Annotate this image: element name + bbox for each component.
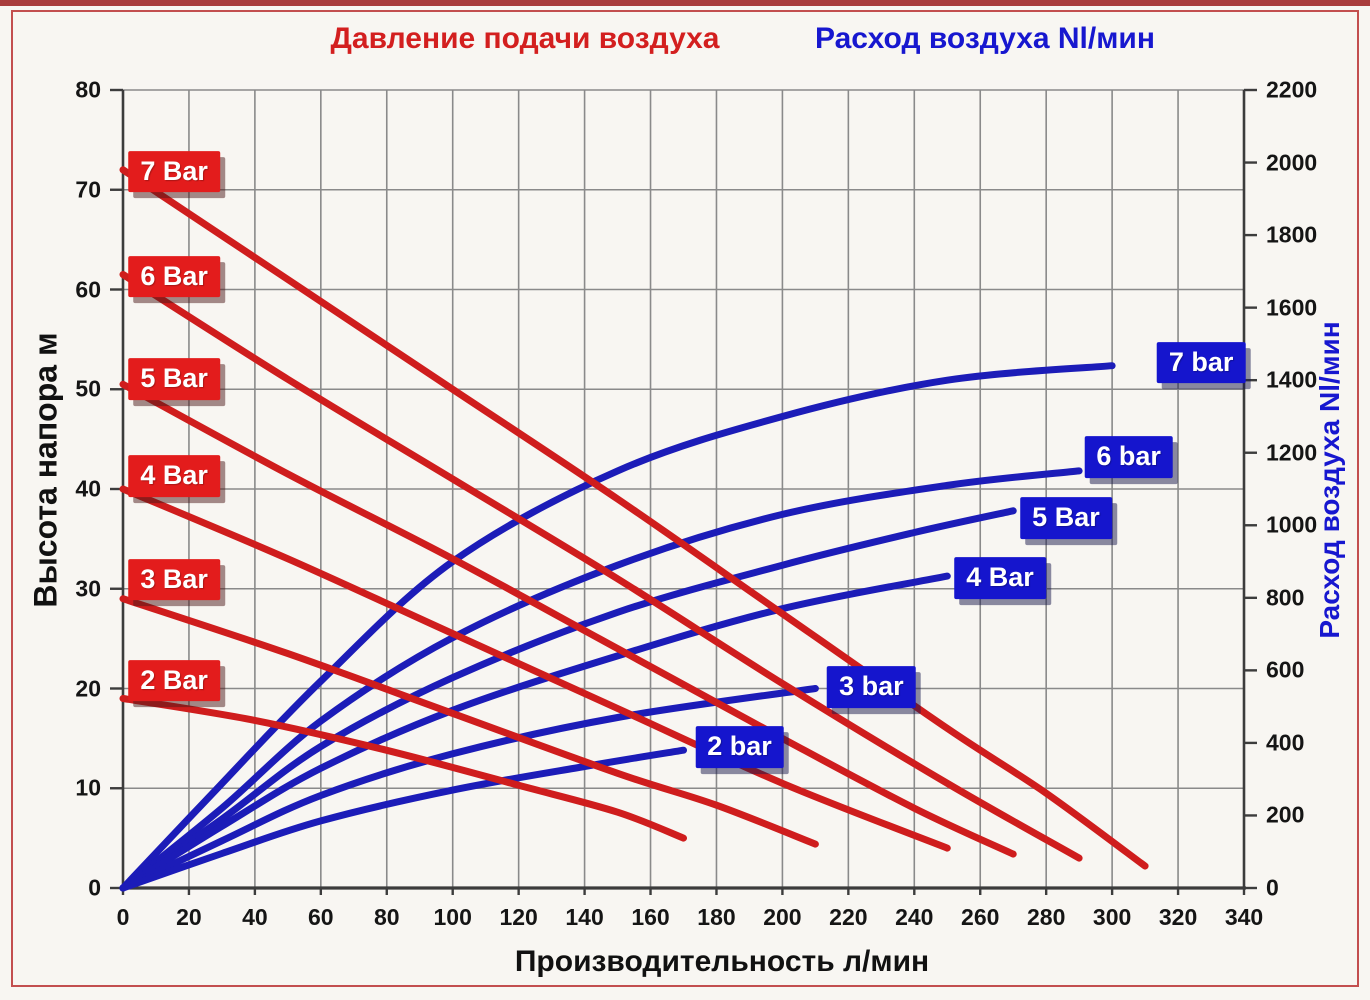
y-right-tick-label: 1400 xyxy=(1266,366,1318,393)
y-left-tick-label: 60 xyxy=(75,276,101,302)
x-tick-label: 0 xyxy=(116,904,130,930)
x-tick-label: 200 xyxy=(763,904,802,930)
x-tick-label: 260 xyxy=(961,904,1000,930)
y-right-tick-label: 0 xyxy=(1266,874,1279,901)
y-right-tick-label: 400 xyxy=(1266,729,1305,756)
y-right-tick-label: 200 xyxy=(1266,801,1305,828)
x-tick-label: 180 xyxy=(697,904,736,930)
pressure-curve-6bar xyxy=(119,271,1083,862)
y-left-tick-label: 40 xyxy=(75,475,101,502)
curve-label-pressure-6bar: 6 Bar xyxy=(128,255,220,298)
airflow-curve-7bar xyxy=(119,362,1116,892)
pressure-curve-7bar xyxy=(119,166,1149,870)
curve-label-pressure-5bar: 5 Bar xyxy=(128,358,220,401)
curve-label-airflow-2bar: 2 bar xyxy=(695,726,784,768)
curve-label-airflow-7bar: 7 bar xyxy=(1156,341,1246,384)
pressure-curve-4bar xyxy=(119,485,951,852)
pressure-curve-2bar xyxy=(119,695,687,842)
x-tick-label: 160 xyxy=(631,904,670,930)
airflow-title: Расход воздуха Nl/мин xyxy=(815,22,1155,55)
chart-frame xyxy=(11,10,1359,987)
x-tick-label: 40 xyxy=(242,904,268,930)
x-tick-label: 100 xyxy=(433,904,472,930)
curve-label-pressure-4bar: 4 Bar xyxy=(128,455,220,497)
y-right-tick-label: 1800 xyxy=(1266,221,1318,248)
y-right-tick-label: 2000 xyxy=(1266,149,1318,176)
x-tick-label: 320 xyxy=(1158,904,1198,930)
y-right-tick-label: 2200 xyxy=(1266,76,1318,103)
x-tick-label: 220 xyxy=(829,904,868,930)
curve-label-pressure-7bar: 7 Bar xyxy=(128,150,220,193)
y-left-tick-label: 30 xyxy=(75,575,101,602)
pressure-curve-5bar xyxy=(119,380,1017,858)
x-tick-label: 340 xyxy=(1224,904,1264,930)
curve-label-airflow-3bar: 3 bar xyxy=(827,666,916,708)
x-tick-label: 120 xyxy=(499,904,538,930)
curve-label-airflow-5bar: 5 Bar xyxy=(1020,497,1112,539)
top-rule xyxy=(0,0,1370,6)
x-tick-label: 60 xyxy=(308,904,334,930)
y-left-tick-label: 70 xyxy=(75,176,101,203)
curve-label-airflow-4bar: 4 Bar xyxy=(954,557,1046,599)
tick-marks xyxy=(110,88,1257,895)
y-left-tick-label: 80 xyxy=(75,76,101,103)
y-left-tick-label: 10 xyxy=(75,774,101,801)
x-tick-label: 80 xyxy=(373,904,400,930)
y-right-tick-label: 1600 xyxy=(1266,294,1318,321)
y-left-axis-title: Высота напора м xyxy=(27,332,64,608)
y-right-tick-label: 800 xyxy=(1266,584,1305,611)
curve-label-pressure-2bar: 2 Bar xyxy=(128,659,220,702)
x-tick-label: 20 xyxy=(176,904,202,930)
pressure-title: Давление подачи воздуха xyxy=(330,22,720,55)
curve-label-airflow-6bar: 6 bar xyxy=(1084,436,1173,478)
airflow-curve-4bar xyxy=(119,572,951,892)
y-left-tick-label: 20 xyxy=(75,675,101,701)
y-right-tick-label: 600 xyxy=(1266,656,1305,683)
y-right-axis-title: Расход воздуха Nl/мин xyxy=(1314,321,1345,639)
airflow-curves xyxy=(119,362,1116,892)
curve-label-pressure-3bar: 3 Bar xyxy=(128,558,220,601)
x-tick-label: 280 xyxy=(1026,904,1066,930)
x-tick-label: 240 xyxy=(895,904,934,930)
y-left-tick-label: 50 xyxy=(75,375,101,402)
airflow-curve-6bar xyxy=(119,467,1083,892)
x-tick-label: 140 xyxy=(565,904,604,930)
pressure-curves xyxy=(119,166,1149,870)
x-axis-title: Производительность л/мин xyxy=(514,945,930,978)
y-right-tick-label: 1200 xyxy=(1266,439,1318,466)
y-left-tick-label: 0 xyxy=(88,874,101,901)
pressure-curve-3bar xyxy=(119,595,819,848)
y-right-tick-label: 1000 xyxy=(1266,511,1318,538)
airflow-curve-5bar xyxy=(119,507,1017,892)
x-tick-label: 300 xyxy=(1092,904,1132,930)
airflow-curve-3bar xyxy=(119,685,819,892)
